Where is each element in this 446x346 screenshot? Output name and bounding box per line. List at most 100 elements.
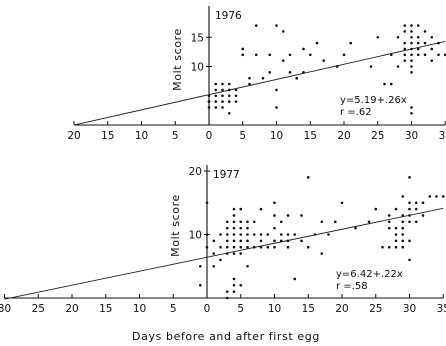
data-point [408,201,411,205]
data-point [227,88,231,92]
data-point [275,24,278,27]
data-point [349,41,353,45]
data-point [308,53,312,57]
data-point [410,35,413,39]
data-point [259,245,263,249]
x-tick-label: 5 [239,130,246,142]
data-point [410,53,413,57]
data-point [416,35,420,39]
data-point [410,59,413,62]
data-point [387,214,391,217]
data-point [408,214,411,217]
data-point [376,35,380,39]
data-point [414,220,418,224]
data-point [387,226,391,230]
data-point [239,239,243,243]
data-point [322,59,326,62]
x-tick-label: 20 [65,303,78,315]
data-point [389,82,393,86]
data-point [214,88,218,92]
data-point [401,226,405,230]
data-point [248,82,251,86]
data-point [416,47,420,51]
data-point [259,239,263,243]
data-point [410,47,413,51]
data-point [335,65,339,68]
data-point [443,53,446,57]
data-point [227,100,231,103]
data-point [403,30,407,33]
data-point [207,106,211,109]
x-tick-label: 0 [206,130,213,142]
data-point [279,239,283,243]
data-point [401,195,405,198]
data-point [225,296,229,300]
data-point [354,226,357,230]
data-point [315,41,319,45]
data-point [279,233,283,236]
regression-line [73,40,446,126]
data-point [288,53,292,57]
data-point [232,277,236,281]
data-point [239,226,243,230]
y-tick-label: 15 [191,32,204,44]
data-point [221,88,224,92]
x-tick-label: 20 [67,130,80,142]
panel-1976: 20 15 10 5 0 5 10 15 20 25 30 35 10 15 Molt score 1976 y… [67,6,446,142]
data-point [327,233,330,236]
regression-equation: y=6.42+.22x [336,269,403,280]
data-point [423,41,427,45]
data-point [383,82,386,86]
data-point [394,226,398,230]
data-point [252,220,256,224]
data-point [408,220,411,224]
data-point [198,264,202,268]
data-point [232,245,236,249]
data-point [198,284,202,287]
data-point [273,214,276,217]
data-point [234,88,238,92]
data-point [421,201,425,205]
x-tick-label: 15 [99,303,112,315]
x-tick-label: 10 [135,130,148,142]
data-point [225,239,229,243]
data-point [248,76,251,80]
x-tick-label: 30 [403,303,416,315]
data-point [275,88,278,92]
data-point [246,220,249,224]
data-point [246,239,249,243]
data-point [225,252,229,255]
data-point [232,214,236,217]
data-point [302,71,305,74]
data-point [227,112,231,115]
data-point [286,233,290,236]
data-point [219,245,222,249]
x-tick-label: 5 [172,130,179,142]
data-point [410,65,413,68]
regression-line [4,207,444,300]
data-point [232,207,236,211]
data-point [239,207,243,211]
correlation-coefficient: r =.58 [336,281,368,292]
data-point [374,207,378,211]
data-point [367,220,371,224]
data-point [214,106,218,109]
data-point [227,94,231,98]
data-point [410,30,413,33]
data-point [205,201,209,205]
data-point [437,53,440,57]
data-point [252,245,256,249]
data-point [293,233,297,236]
data-point [416,53,420,57]
data-point [410,24,413,27]
data-point [401,245,405,249]
data-point [408,239,411,243]
x-tick-label: 5 [170,303,177,315]
data-point [416,41,420,45]
data-point [416,24,420,27]
data-point [273,226,276,230]
data-point [273,239,276,243]
data-point [437,41,440,45]
x-tick-label: 15 [101,130,114,142]
